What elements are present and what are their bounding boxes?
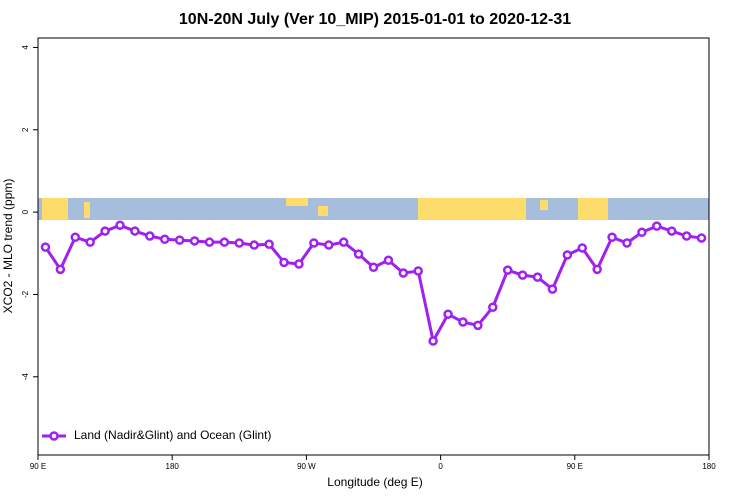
legend-label: Land (Nadir&Glint) and Ocean (Glint) [74, 428, 271, 442]
data-point [174, 235, 185, 245]
data-point [368, 262, 379, 273]
data-point [517, 270, 528, 280]
data-point [532, 272, 543, 282]
data-point [70, 232, 81, 242]
x-tick-label: 180 [166, 462, 180, 471]
data-point [681, 231, 692, 241]
data-point [696, 233, 707, 243]
data-point [666, 226, 677, 236]
data-point [592, 264, 602, 275]
data-point [547, 284, 558, 294]
data-point [428, 336, 438, 346]
data-point [607, 232, 617, 242]
data-point [562, 250, 573, 260]
data-point [100, 226, 110, 236]
data-point [488, 302, 498, 312]
y-tick-label: 0 [21, 209, 30, 214]
data-point [309, 238, 319, 248]
data-point [502, 265, 513, 275]
data-point [279, 257, 289, 268]
data-point [204, 237, 215, 247]
data-point [652, 221, 662, 231]
y-axis-label: XCO2 - MLO trend (ppm) [1, 179, 15, 314]
x-axis-label: Longitude (deg E) [327, 475, 422, 489]
y-tick-label: 2 [21, 127, 30, 132]
data-point [294, 259, 304, 269]
x-tick-label: 90 E [567, 462, 583, 471]
y-tick-label: -4 [21, 373, 30, 381]
data-point [145, 231, 155, 241]
data-point [40, 242, 51, 252]
data-point [115, 220, 125, 231]
data-point [159, 234, 170, 245]
data-point [219, 237, 230, 247]
x-tick-label: 90 W [297, 462, 316, 471]
legend-marker [49, 431, 59, 441]
data-point [264, 239, 274, 249]
data-point [577, 243, 588, 253]
map-strip [38, 198, 709, 220]
x-tick-label: 90 E [30, 462, 46, 471]
data-point [413, 266, 423, 276]
data-point [637, 227, 647, 238]
data-point [85, 237, 95, 247]
chart-title: 10N-20N July (Ver 10_MIP) 2015-01-01 to … [179, 11, 571, 28]
data-point [55, 264, 66, 275]
x-tick-label: 180 [702, 462, 716, 471]
x-tick-label: 0 [438, 462, 443, 471]
y-tick-label: 4 [21, 45, 30, 50]
data-point [234, 238, 245, 248]
data-point [398, 268, 409, 278]
data-point [458, 317, 468, 327]
data-point [383, 255, 394, 266]
y-tick-label: -2 [21, 290, 30, 298]
data-point [338, 237, 349, 247]
data-point [189, 236, 200, 246]
series-line [44, 223, 702, 346]
data-point [249, 240, 259, 250]
data-point [324, 240, 334, 250]
data-point [622, 238, 632, 248]
data-point [473, 320, 483, 331]
data-point [130, 226, 140, 236]
plot-frame [37, 37, 710, 456]
data-point [353, 249, 364, 259]
data-point [443, 309, 453, 319]
